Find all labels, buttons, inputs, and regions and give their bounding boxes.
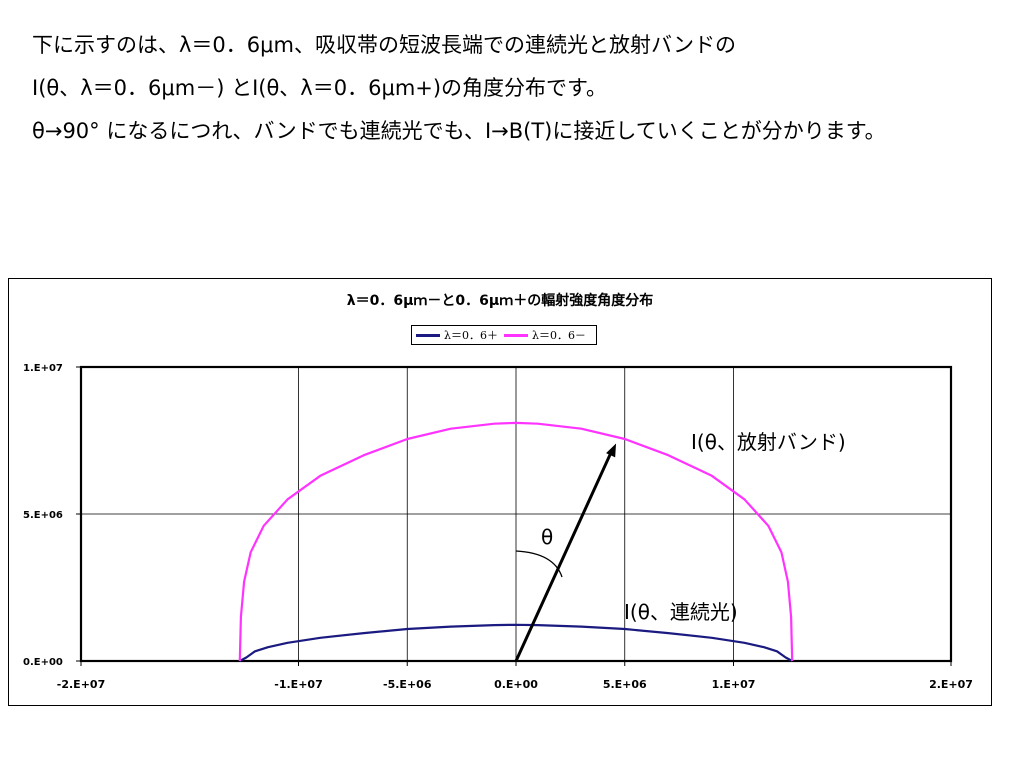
x-tick-label: -5.E+06: [383, 678, 432, 691]
intensity-chart: λ＝0．6μｍ－と0．6μｍ＋の輻射強度角度分布 -2.E+07 -1.E+07 -5…: [23, 292, 973, 691]
continuum-label: I(θ、連続光): [624, 600, 738, 624]
x-tick-label: 5.E+06: [603, 678, 647, 691]
intro-line-1: 下に示すのは、λ＝0．6μm、吸収帯の短波長端での連続光と放射バンドの: [32, 33, 737, 57]
legend-item-minus: λ＝0．6－: [503, 327, 586, 343]
chart-legend: λ＝0．6＋ λ＝0．6－: [411, 325, 597, 345]
intro-line-3: θ→90° になるにつれ、バンドでも連続光でも、I→B(T)に接近していくことが…: [32, 119, 886, 143]
angle-arrow-shaft: [514, 451, 613, 662]
legend-label-minus: λ＝0．6－: [531, 329, 586, 342]
y-tick-label: 1.E+07: [23, 363, 63, 374]
angle-arrow-head: [606, 443, 617, 458]
series-line-plus: [239, 623, 793, 662]
y-tick-label: 5.E+06: [23, 510, 63, 521]
x-tick-label: 2.E+07: [929, 678, 973, 691]
x-tick-label: -1.E+07: [274, 678, 322, 691]
x-tick-label: -2.E+07: [57, 678, 105, 691]
theta-arc: [515, 550, 563, 578]
chart-title: λ＝0．6μｍ－と0．6μｍ＋の輻射強度角度分布: [347, 292, 653, 309]
y-tick-label: 0.E+00: [23, 657, 63, 668]
theta-label: θ: [541, 525, 553, 549]
x-tick-label: 0.E+00: [494, 678, 538, 691]
x-tick-label: 1.E+07: [712, 678, 756, 691]
chart-frame: λ＝0．6μｍ－と0．6μｍ＋の輻射強度角度分布 -2.E+07 -1.E+07 -5…: [8, 278, 992, 706]
legend-swatch-plus: [416, 333, 440, 337]
series-line-minus: [238, 421, 794, 662]
band-label: I(θ、放射バンド): [691, 430, 846, 454]
intro-text: 下に示すのは、λ＝0．6μm、吸収帯の短波長端での連続光と放射バンドの I(θ、…: [32, 30, 992, 159]
legend-label-plus: λ＝0．6＋: [444, 329, 498, 342]
legend-item-plus: λ＝0．6＋: [416, 327, 498, 343]
legend-swatch-minus: [503, 333, 528, 337]
intro-line-2: I(θ、λ＝0．6μm－) とI(θ、λ＝0．6μm+)の角度分布です。: [32, 76, 607, 100]
